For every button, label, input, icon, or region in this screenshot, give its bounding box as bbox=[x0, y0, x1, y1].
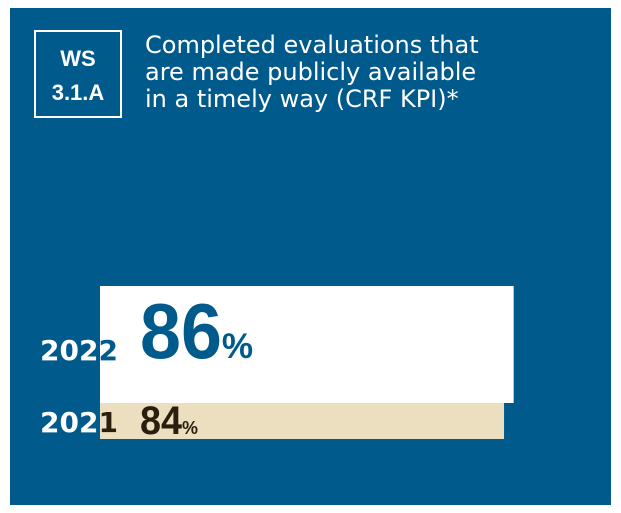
title-line: in a timely way (CRF KPI)* bbox=[145, 85, 459, 113]
year-label: 2021 bbox=[40, 406, 118, 439]
badge-line: 3.1.A bbox=[52, 80, 105, 105]
title-line: Completed evaluations that bbox=[145, 31, 479, 59]
value-label: 84% bbox=[140, 399, 198, 443]
badge-line: WS bbox=[60, 46, 95, 71]
badge-box bbox=[34, 30, 122, 118]
value-label: 86% bbox=[140, 287, 253, 375]
title-line: are made publicly available bbox=[145, 58, 476, 86]
year-label: 2021 bbox=[40, 406, 118, 439]
bar bbox=[100, 403, 505, 439]
bar bbox=[100, 286, 514, 403]
year-label: 2022 bbox=[40, 334, 118, 367]
year-label: 2022 bbox=[40, 334, 118, 367]
